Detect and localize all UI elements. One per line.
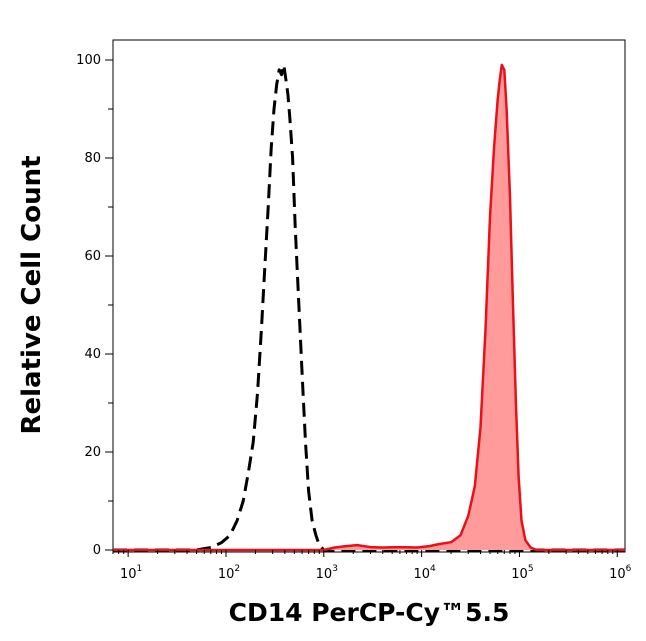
y-tick-label: 20 <box>84 445 101 460</box>
x-tick-label: 102 <box>218 564 240 582</box>
series-fill-1 <box>113 64 625 551</box>
series-layer <box>113 63 625 552</box>
x-tick-label: 103 <box>316 564 338 582</box>
y-axis-title: Relative Cell Count <box>17 155 47 434</box>
x-axis-title: CD14 PerCP-Cy™5.5 <box>229 598 510 627</box>
x-tick-label: 104 <box>413 564 436 582</box>
series-line-1 <box>113 63 625 552</box>
y-tick-label: 60 <box>84 249 101 264</box>
x-tick-label: 105 <box>511 564 533 582</box>
y-tick-label: 100 <box>76 53 101 68</box>
x-tick-label: 106 <box>609 564 632 582</box>
plot-frame <box>112 39 626 553</box>
x-tick-label: 101 <box>120 564 142 582</box>
y-tick-label: 40 <box>84 347 101 362</box>
series-line-0 <box>113 63 625 552</box>
y-tick-label: 0 <box>93 543 101 558</box>
y-axis-ticks: 0 20 40 60 80 100 <box>76 53 113 558</box>
y-tick-label: 80 <box>84 151 101 166</box>
x-axis-ticks: 101 102 103 104 105 106 <box>112 550 632 582</box>
